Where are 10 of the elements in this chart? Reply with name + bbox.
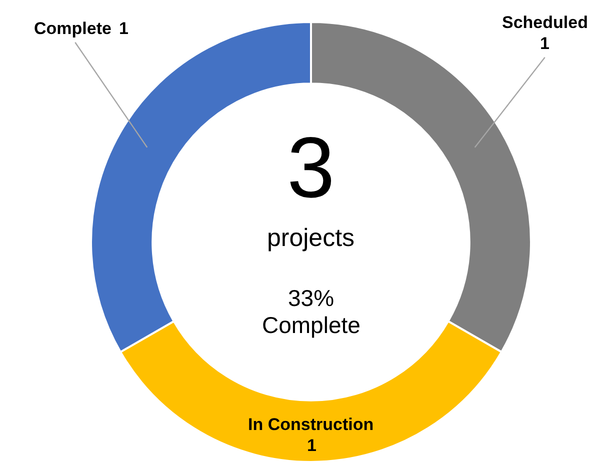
slice-label: Scheduled [502, 13, 588, 32]
text: 33% [288, 285, 334, 311]
text: Complete [262, 312, 360, 338]
data-label: 1 [540, 34, 550, 53]
data-label: 1 [119, 19, 128, 38]
text: projects [267, 224, 355, 252]
slice-label: In Construction [248, 415, 374, 434]
text: 3 [287, 120, 335, 216]
data-label: 1 [307, 436, 316, 455]
slice-label: Complete [34, 19, 112, 38]
